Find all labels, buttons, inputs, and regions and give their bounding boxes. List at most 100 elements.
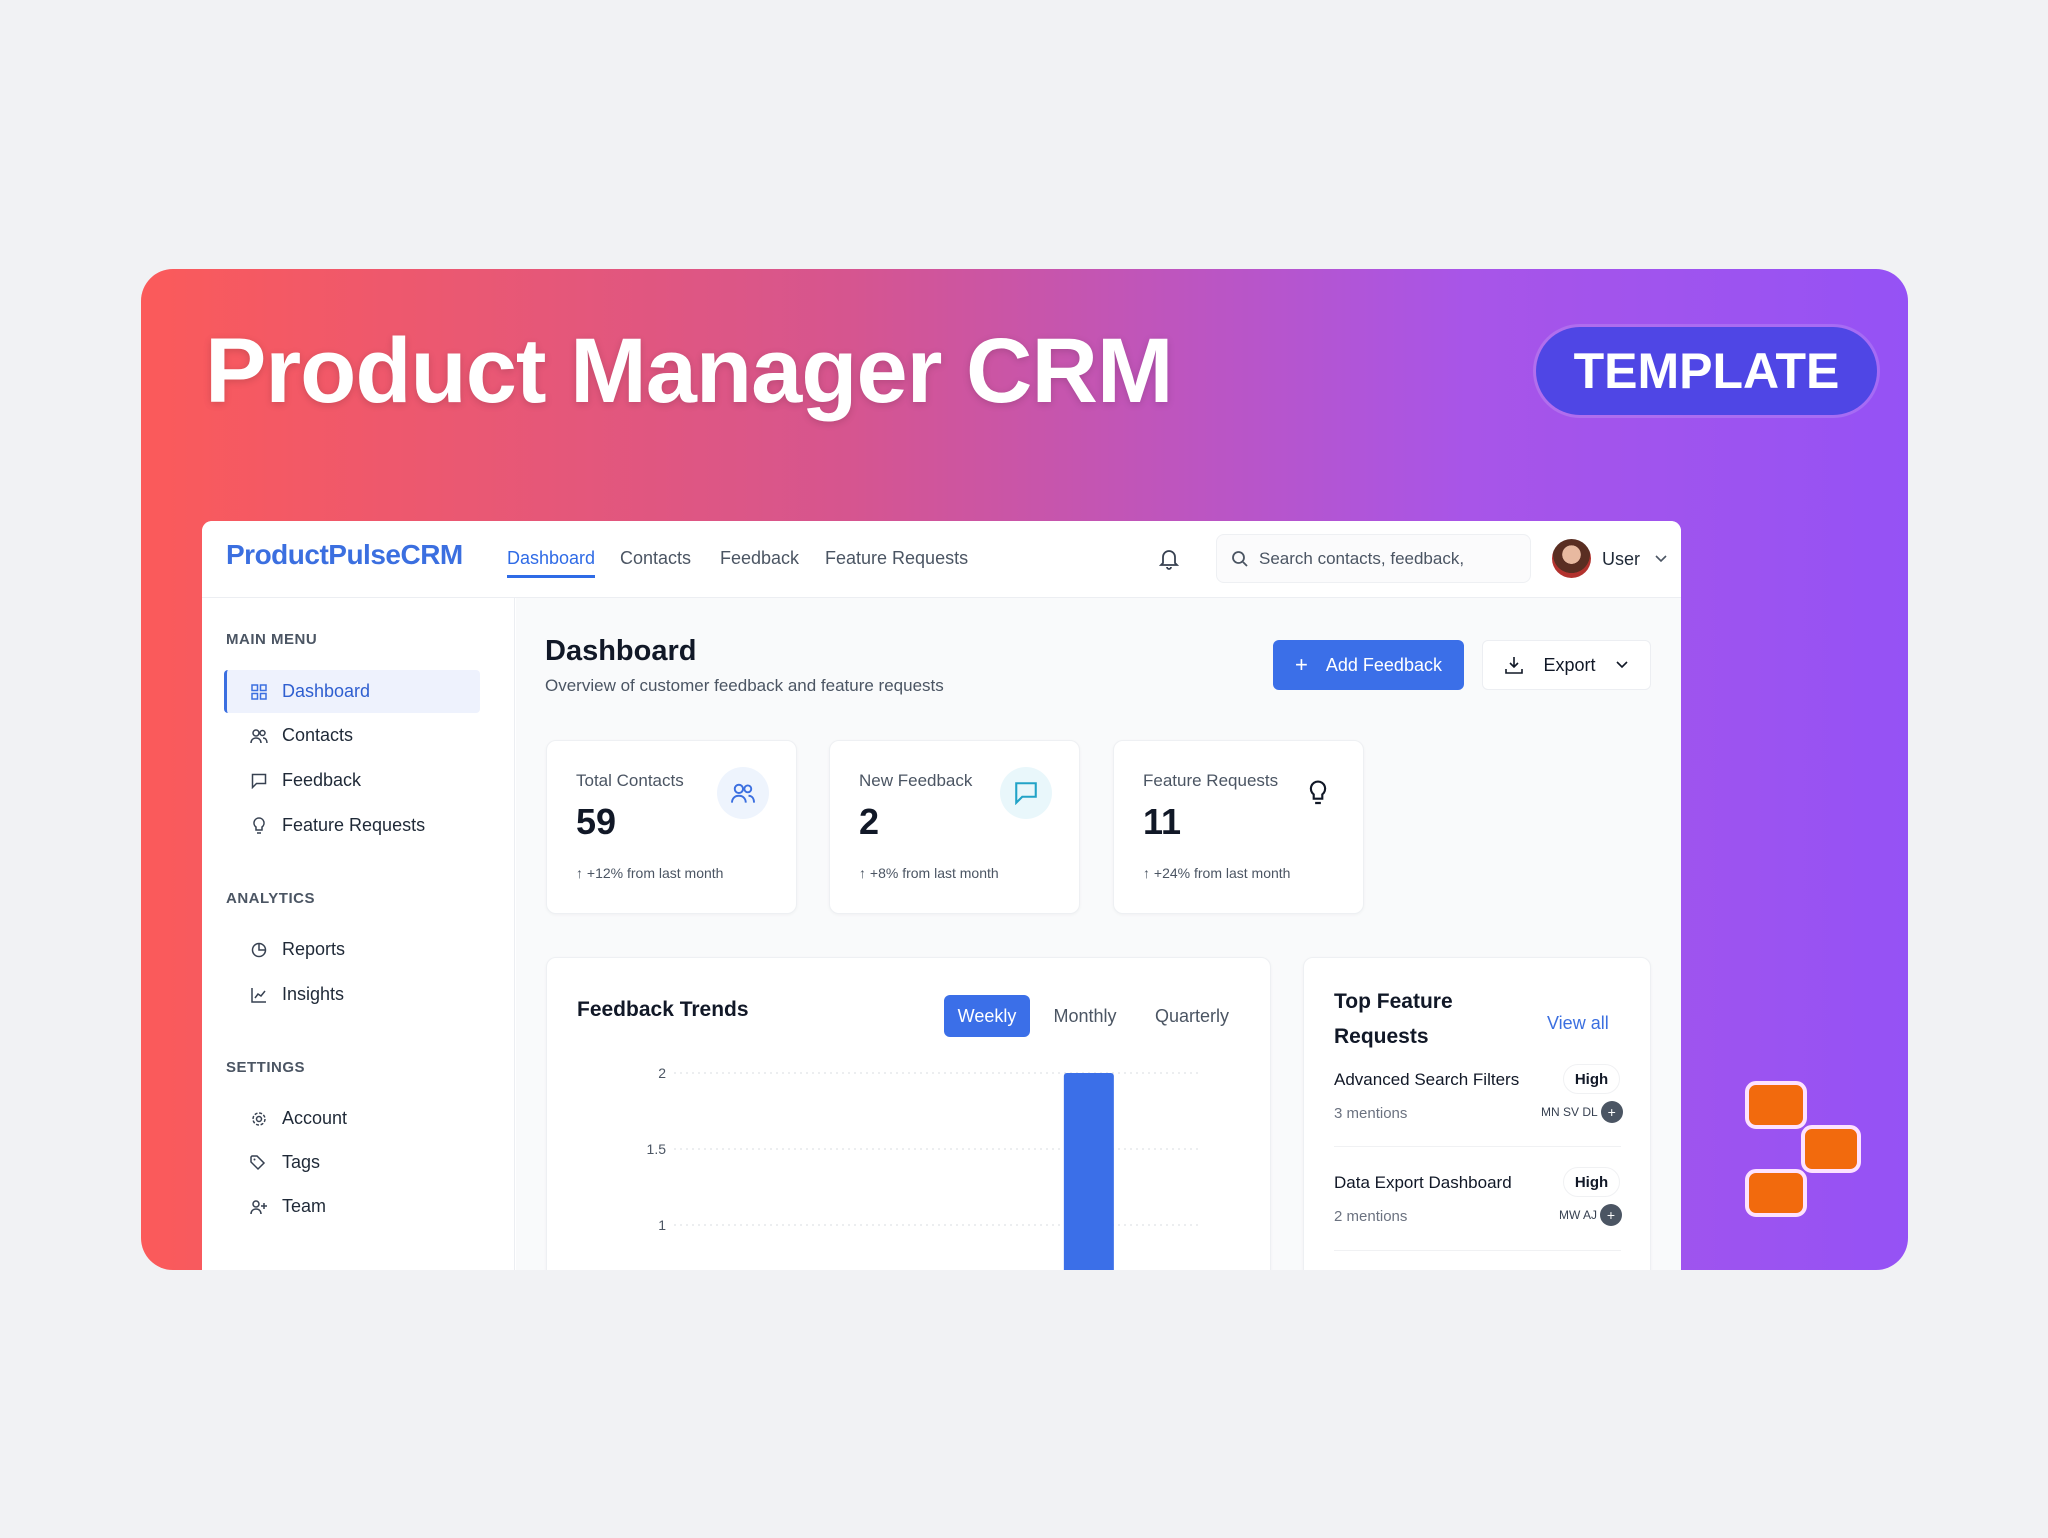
divider (1334, 1250, 1621, 1251)
avatar-group: MN SV DL + (1541, 1101, 1623, 1123)
section-settings: SETTINGS (226, 1059, 306, 1076)
sidebar-item-contacts[interactable]: Contacts (224, 714, 480, 757)
nav-contacts[interactable]: Contacts (620, 548, 692, 568)
view-all-link[interactable]: View all (1547, 1013, 1609, 1033)
tab-weekly[interactable]: Weekly (944, 995, 1030, 1037)
add-feedback-button[interactable]: + Add Feedback (1273, 640, 1464, 690)
stat-value: 59 (576, 801, 617, 842)
trends-title: Feedback Trends (577, 998, 749, 1021)
top-header: ProductPulseCRM Dashboard Contacts Feedb… (202, 521, 1681, 598)
avatar[interactable] (1552, 539, 1591, 578)
stat-label: Total Contacts (576, 771, 684, 790)
plus-icon[interactable]: + (1600, 1101, 1623, 1123)
nav-feature-requests[interactable]: Feature Requests (825, 548, 969, 568)
app-logo[interactable]: ProductPulseCRM (226, 539, 463, 570)
arrow-up-icon: ↑ (1143, 865, 1154, 881)
lightbulb-icon (1292, 767, 1344, 819)
feature-mentions: 2 mentions (1334, 1208, 1408, 1225)
arrow-up-icon: ↑ (859, 865, 870, 881)
bar[interactable] (1063, 1073, 1114, 1270)
grid-icon (250, 683, 268, 701)
page-title: Dashboard (545, 635, 697, 667)
feature-name[interactable]: Advanced Search Filters (1334, 1070, 1520, 1089)
chevron-down-icon (1615, 661, 1628, 669)
stat-change: ↑ +12% from last month (576, 865, 724, 881)
sidebar-item-feature-requests[interactable]: Feature Requests (224, 804, 480, 847)
template-badge: TEMPLATE (1536, 327, 1877, 415)
download-icon (1505, 657, 1524, 674)
nav-dashboard[interactable]: Dashboard (507, 548, 596, 578)
users-icon (717, 767, 769, 819)
y-tick-label: 1.5 (647, 1141, 667, 1157)
stat-card-new-feedback: New Feedback 2 ↑ +8% from last month (829, 740, 1080, 914)
top-feature-requests-card: Top Feature Requests View all Advanced S… (1303, 957, 1651, 1270)
section-analytics: ANALYTICS (226, 890, 315, 907)
brand-logo-icon (1745, 1081, 1861, 1217)
sidebar-item-label: Insights (282, 984, 345, 1004)
message-icon (1000, 767, 1052, 819)
y-tick-label: 2 (658, 1065, 666, 1081)
feature-mentions: 3 mentions (1334, 1105, 1408, 1122)
top-features-title-2: Requests (1334, 1025, 1429, 1048)
export-label: Export (1543, 654, 1596, 675)
priority-badge: High (1563, 1167, 1620, 1197)
page-subtitle: Overview of customer feedback and featur… (545, 676, 944, 695)
add-feedback-label: Add Feedback (1325, 654, 1442, 675)
nav-feedback[interactable]: Feedback (720, 548, 800, 568)
hero-banner: Product Manager CRM TEMPLATE ProductPuls… (141, 269, 1908, 1270)
sidebar-item-label: Reports (282, 939, 346, 959)
sidebar-item-feedback[interactable]: Feedback (224, 759, 480, 802)
search-icon (1232, 550, 1248, 567)
priority-badge: High (1563, 1064, 1620, 1094)
sidebar-item-reports[interactable]: Reports (224, 928, 480, 971)
sidebar-item-label: Contacts (282, 725, 354, 745)
chevron-down-icon[interactable] (1654, 554, 1668, 564)
sidebar-item-label: Team (282, 1196, 327, 1216)
sidebar-item-label: Feature Requests (282, 815, 426, 835)
line-chart-icon (250, 986, 268, 1004)
users-icon (250, 727, 268, 745)
sidebar-item-account[interactable]: Account (224, 1097, 480, 1140)
gear-icon (250, 1110, 268, 1128)
sidebar-item-tags[interactable]: Tags (224, 1141, 480, 1184)
stat-card-feature-requests: Feature Requests 11 ↑ +24% from last mon… (1113, 740, 1364, 914)
export-button[interactable]: Export (1482, 640, 1651, 690)
y-tick-label: 1 (658, 1217, 666, 1233)
avatar-initials: MW AJ (1559, 1208, 1597, 1222)
stat-card-total-contacts: Total Contacts 59 ↑ +12% from last month (546, 740, 797, 914)
sidebar-item-label: Feedback (282, 770, 362, 790)
sidebar-item-label: Account (282, 1108, 348, 1128)
banner-title: Product Manager CRM (205, 320, 1174, 422)
tag-icon (250, 1154, 268, 1172)
user-plus-icon (250, 1198, 268, 1216)
sidebar-item-label: Tags (282, 1152, 321, 1172)
app-window: ProductPulseCRM Dashboard Contacts Feedb… (202, 521, 1681, 1270)
search-placeholder: Search contacts, feedback, (1259, 548, 1465, 568)
sidebar-item-team[interactable]: Team (224, 1185, 480, 1228)
stat-value: 11 (1143, 801, 1182, 842)
feedback-trends-chart: 21.51 (647, 1065, 1202, 1270)
main-content: Dashboard Overview of customer feedback … (516, 598, 1681, 1270)
stat-value: 2 (859, 801, 880, 842)
sidebar: MAIN MENU Dashboard Contacts Feedback Fe… (202, 598, 515, 1270)
message-icon (250, 772, 268, 790)
section-main-menu: MAIN MENU (226, 631, 318, 648)
feedback-trends-card: Feedback Trends Weekly Monthly Quarterly… (546, 957, 1271, 1270)
sidebar-item-dashboard[interactable]: Dashboard (224, 670, 480, 713)
feature-name[interactable]: Data Export Dashboard (1334, 1173, 1512, 1192)
tab-monthly[interactable]: Monthly (1053, 1005, 1117, 1026)
plus-icon: + (1295, 652, 1308, 677)
avatar-group: MW AJ + (1559, 1204, 1622, 1226)
sidebar-item-insights[interactable]: Insights (224, 973, 480, 1016)
search-input[interactable]: Search contacts, feedback, (1216, 534, 1531, 583)
user-name[interactable]: User (1602, 549, 1641, 569)
stat-label: New Feedback (859, 771, 973, 790)
top-features-title-1: Top Feature (1334, 990, 1453, 1013)
avatar-initials: MN SV DL (1541, 1105, 1598, 1119)
lightbulb-icon (250, 816, 268, 835)
stat-change: ↑ +8% from last month (859, 865, 999, 881)
plus-icon[interactable]: + (1600, 1204, 1622, 1226)
arrow-up-icon: ↑ (576, 865, 587, 881)
bell-icon[interactable] (1159, 548, 1179, 570)
tab-quarterly[interactable]: Quarterly (1154, 1005, 1230, 1026)
